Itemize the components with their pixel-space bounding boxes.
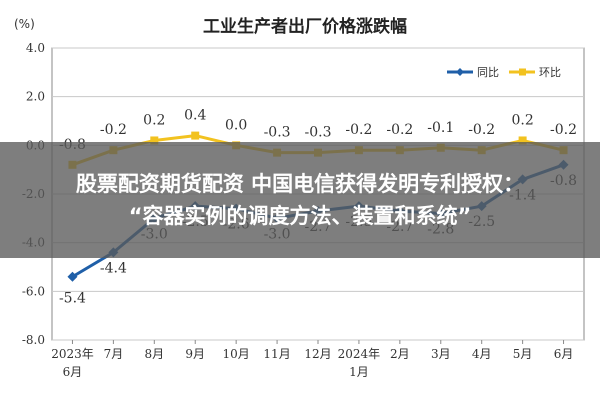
x-tick-label: 9月 [185, 347, 205, 361]
legend-label: 环比 [539, 66, 561, 79]
y-tick-label: 2.0 [26, 90, 45, 104]
mom-data-label: 0.0 [225, 117, 247, 133]
mom-point [518, 136, 527, 145]
x-tick-label: 2月 [390, 347, 410, 361]
x-tick-label: 5月 [513, 347, 533, 361]
mom-point [150, 136, 159, 145]
chart-title: 工业生产者出厂价格涨跌幅 [203, 16, 407, 37]
y-tick-label: -8.0 [22, 333, 45, 347]
headline-line-1: 股票配资期货配资 中国电信获得发明专利授权： [75, 172, 525, 196]
legend-marker [519, 68, 526, 76]
headline-line-2: “容器实例的调度方法、装置和系统” [128, 204, 472, 228]
mom-data-label: 0.4 [184, 108, 206, 124]
mom-data-label: -0.3 [264, 125, 291, 141]
x-tick-label: 3月 [431, 347, 451, 361]
mom-point [191, 131, 200, 140]
x-tick-label: 2024年 [338, 347, 381, 361]
x-tick-label: 11月 [263, 347, 290, 361]
mom-data-label: 0.2 [143, 112, 165, 128]
x-tick-label: 6月 [554, 347, 574, 361]
x-tick-label: 4月 [472, 347, 492, 361]
legend: 同比 环比 [447, 66, 561, 79]
mom-data-label: -0.1 [427, 120, 454, 136]
mom-data-label: -0.3 [305, 125, 332, 141]
x-tick-label: 10月 [223, 347, 250, 361]
mom-data-label: -0.2 [345, 122, 372, 138]
y-tick-label: 4.0 [26, 41, 45, 55]
mom-data-label: -0.2 [100, 122, 127, 138]
x-tick-label: 8月 [144, 347, 164, 361]
axis-layer: 4.02.00.0-2.0-4.0-6.0-8.02023年6月7月8月9月10… [22, 41, 573, 379]
yoy-data-label: -5.4 [59, 291, 86, 307]
yoy-point [67, 271, 78, 282]
mom-data-label: -0.2 [468, 122, 495, 138]
mom-data-label: 0.2 [511, 112, 533, 128]
yoy-data-label: -4.4 [100, 260, 127, 276]
legend-label: 同比 [477, 66, 499, 79]
y-axis-unit-label: (%) [14, 17, 35, 31]
legend-marker [456, 68, 464, 76]
y-tick-label: -6.0 [22, 284, 45, 298]
news-headline-overlay[interactable]: 股票配资期货配资 中国电信获得发明专利授权： “容器实例的调度方法、装置和系统” [0, 142, 600, 258]
mom-data-label: -0.2 [550, 122, 577, 138]
x-tick-label: 1月 [349, 365, 369, 379]
mom-data-label: -0.2 [386, 122, 413, 138]
x-tick-label: 2023年 [51, 347, 94, 361]
x-tick-label: 6月 [63, 365, 83, 379]
x-tick-label: 12月 [304, 347, 331, 361]
x-tick-label: 7月 [104, 347, 124, 361]
